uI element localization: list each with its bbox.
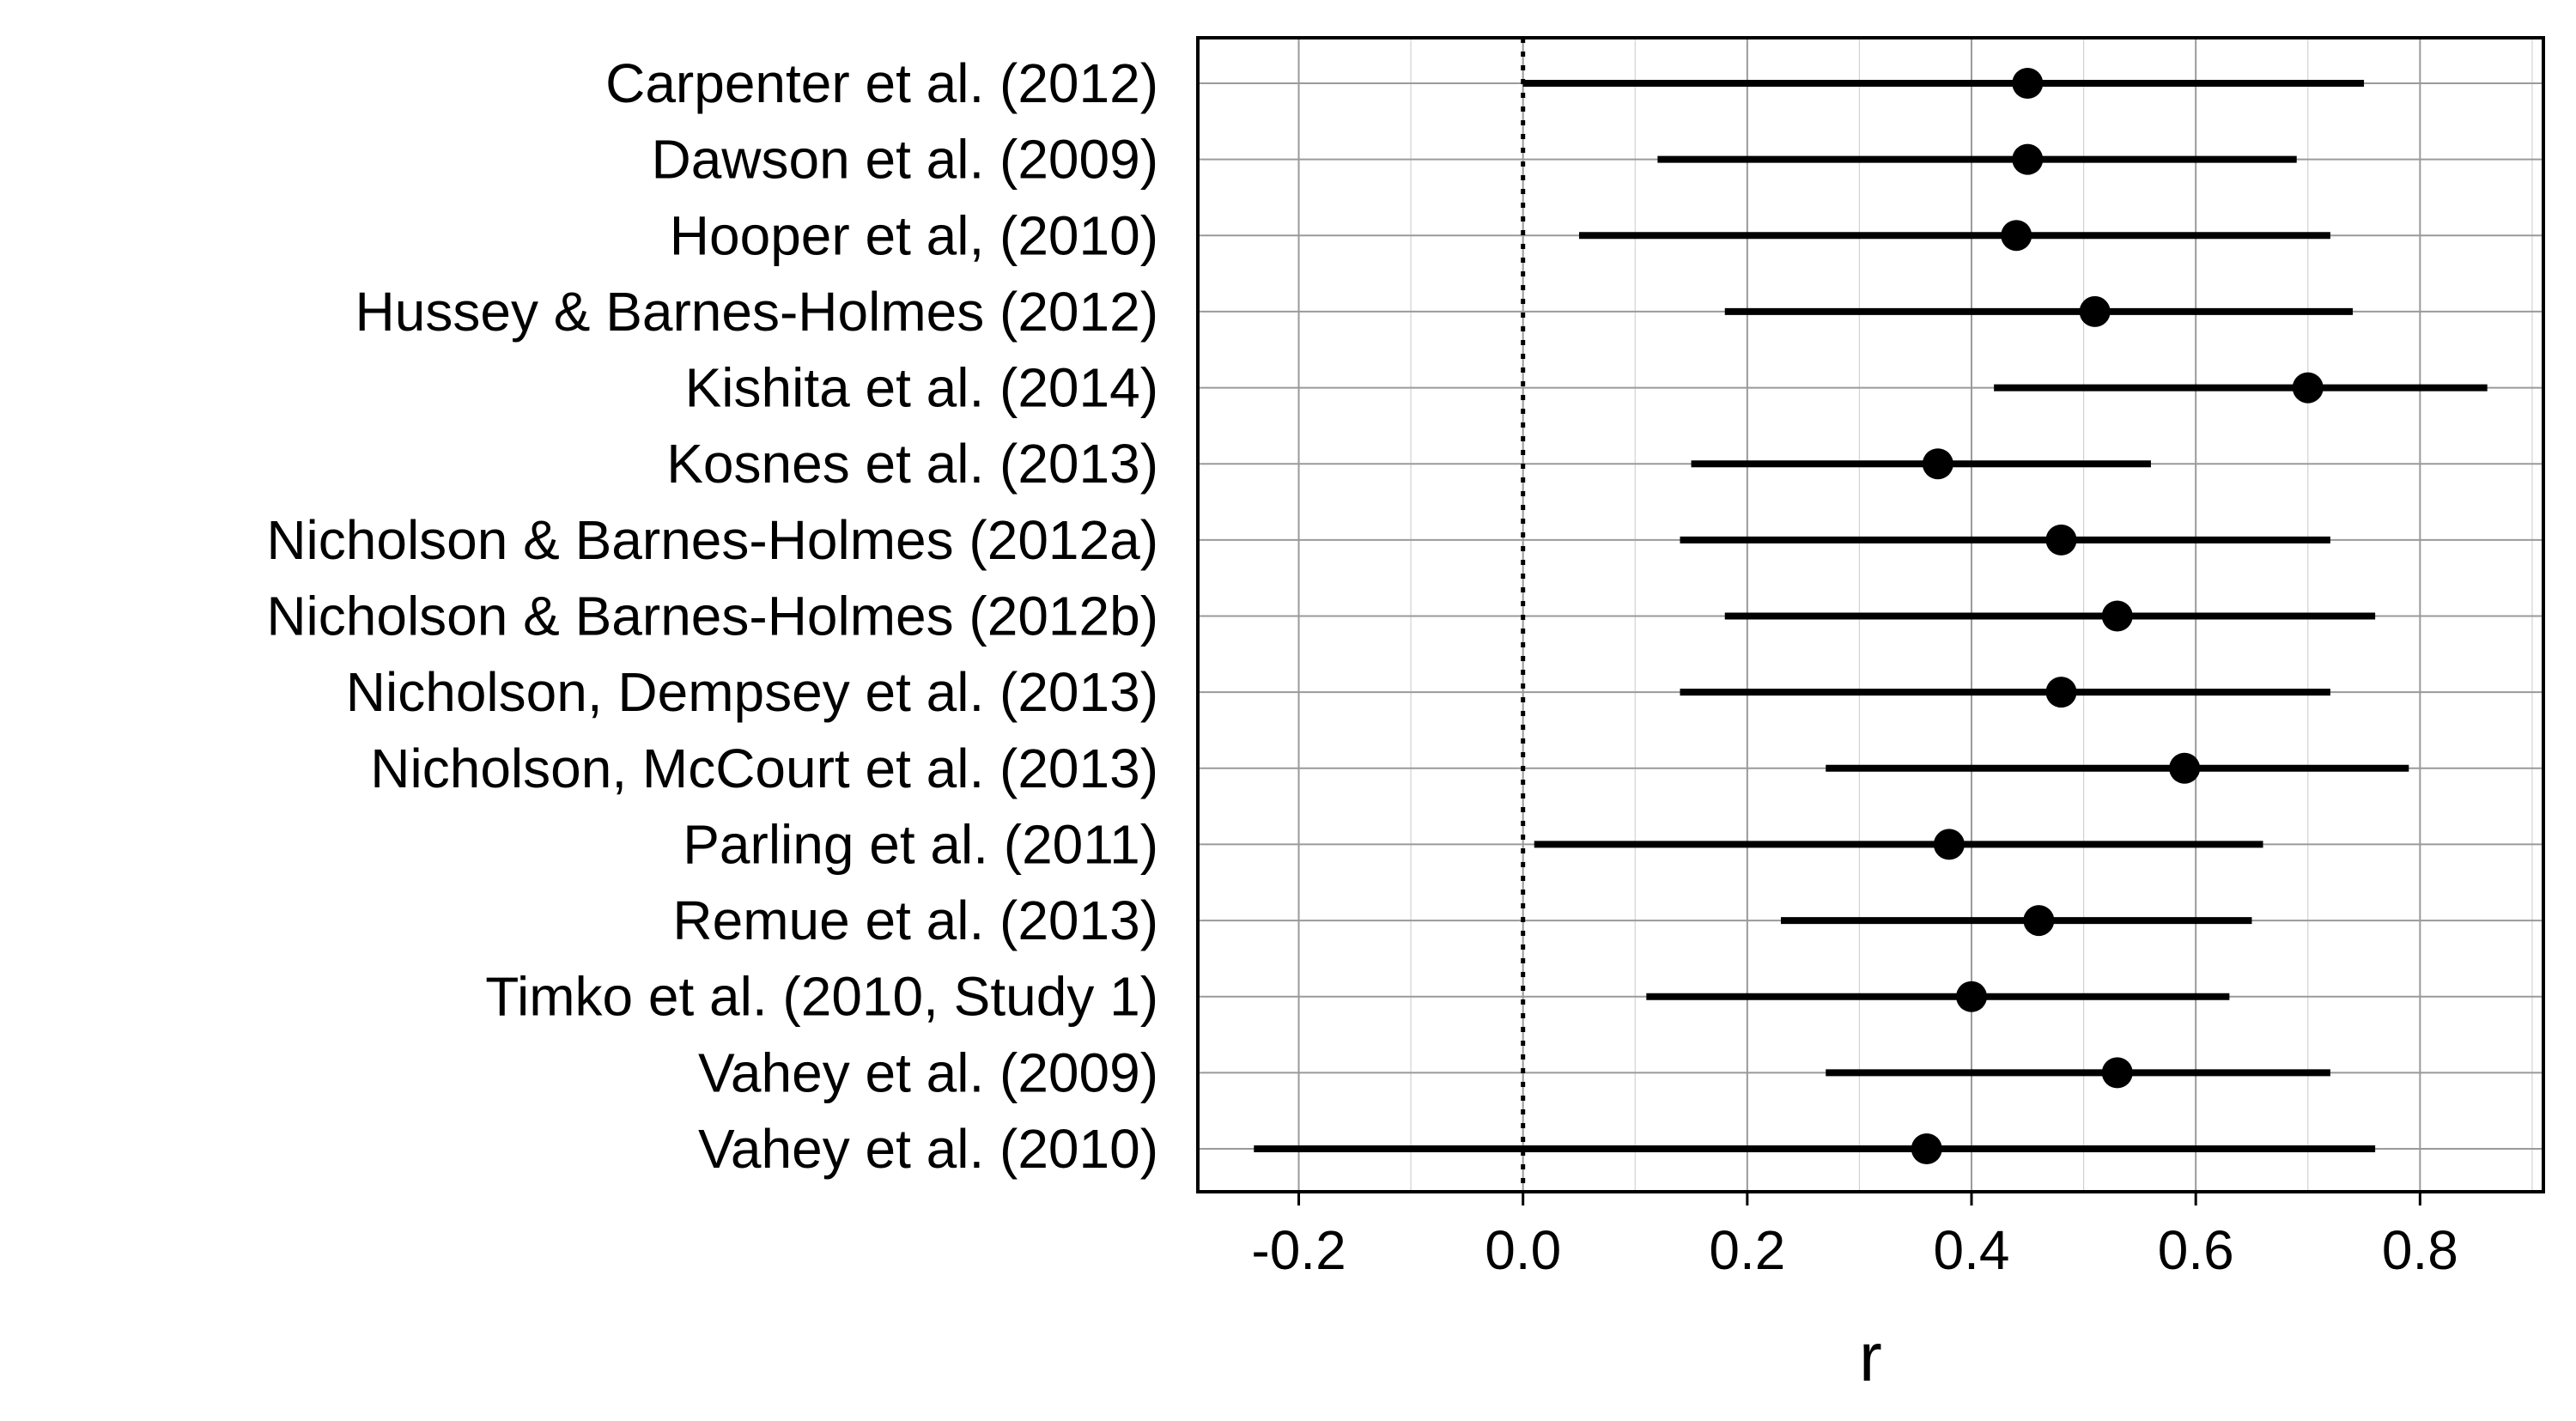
point-estimate xyxy=(1911,1133,1942,1164)
point-estimate xyxy=(2045,524,2077,556)
point-estimate xyxy=(1956,981,1988,1012)
study-label: Kosnes et al. (2013) xyxy=(666,433,1158,495)
point-estimate xyxy=(2292,372,2324,404)
confidence-interval-layer xyxy=(1254,80,2488,1152)
study-label: Carpenter et al. (2012) xyxy=(605,52,1158,114)
point-estimate xyxy=(2023,905,2055,937)
x-tick-label: -0.2 xyxy=(1251,1219,1346,1281)
study-label-layer: Carpenter et al. (2012) Dawson et al. (20… xyxy=(266,52,1158,1180)
point-estimate xyxy=(1922,448,1953,480)
point-estimate xyxy=(2169,752,2201,784)
point-estimate xyxy=(2101,1057,2133,1089)
point-estimate xyxy=(2101,600,2133,632)
point-estimate xyxy=(2079,295,2111,327)
point-estimate xyxy=(1933,829,1965,860)
study-label: Hussey & Barnes-Holmes (2012) xyxy=(355,281,1158,343)
point-estimate xyxy=(2012,143,2044,175)
study-label: Vahey et al. (2009) xyxy=(698,1041,1158,1103)
study-label: Vahey et al. (2010) xyxy=(698,1118,1158,1180)
study-label: Kishita et al. (2014) xyxy=(685,357,1158,419)
point-estimate xyxy=(2001,220,2032,252)
study-label: Dawson et al. (2009) xyxy=(651,129,1158,191)
study-label: Nicholson, McCourt et al. (2013) xyxy=(370,738,1158,799)
study-label: Hooper et al, (2010) xyxy=(670,204,1158,266)
study-label: Nicholson & Barnes-Holmes (2012a) xyxy=(266,509,1158,571)
point-estimate-layer xyxy=(1911,68,2324,1164)
x-tick-label: 0.4 xyxy=(1934,1219,2010,1281)
study-label: Nicholson & Barnes-Holmes (2012b) xyxy=(266,586,1158,647)
x-axis: -0.2 0.0 0.2 0.4 0.6 0.8 xyxy=(1251,1192,2458,1281)
study-label: Parling et al. (2011) xyxy=(683,813,1158,875)
x-tick-label: 0.6 xyxy=(2158,1219,2234,1281)
study-label: Timko et al. (2010, Study 1) xyxy=(485,966,1158,1028)
point-estimate xyxy=(2012,68,2044,99)
x-tick-label: 0.8 xyxy=(2382,1219,2458,1281)
x-tick-label: 0.0 xyxy=(1485,1219,1561,1281)
x-axis-title: r xyxy=(1859,1319,1882,1395)
study-label: Nicholson, Dempsey et al. (2013) xyxy=(346,661,1158,723)
point-estimate xyxy=(2045,677,2077,708)
x-tick-label: 0.2 xyxy=(1709,1219,1785,1281)
study-label: Remue et al. (2013) xyxy=(672,890,1158,951)
plot-panel-border xyxy=(1196,36,2545,1193)
